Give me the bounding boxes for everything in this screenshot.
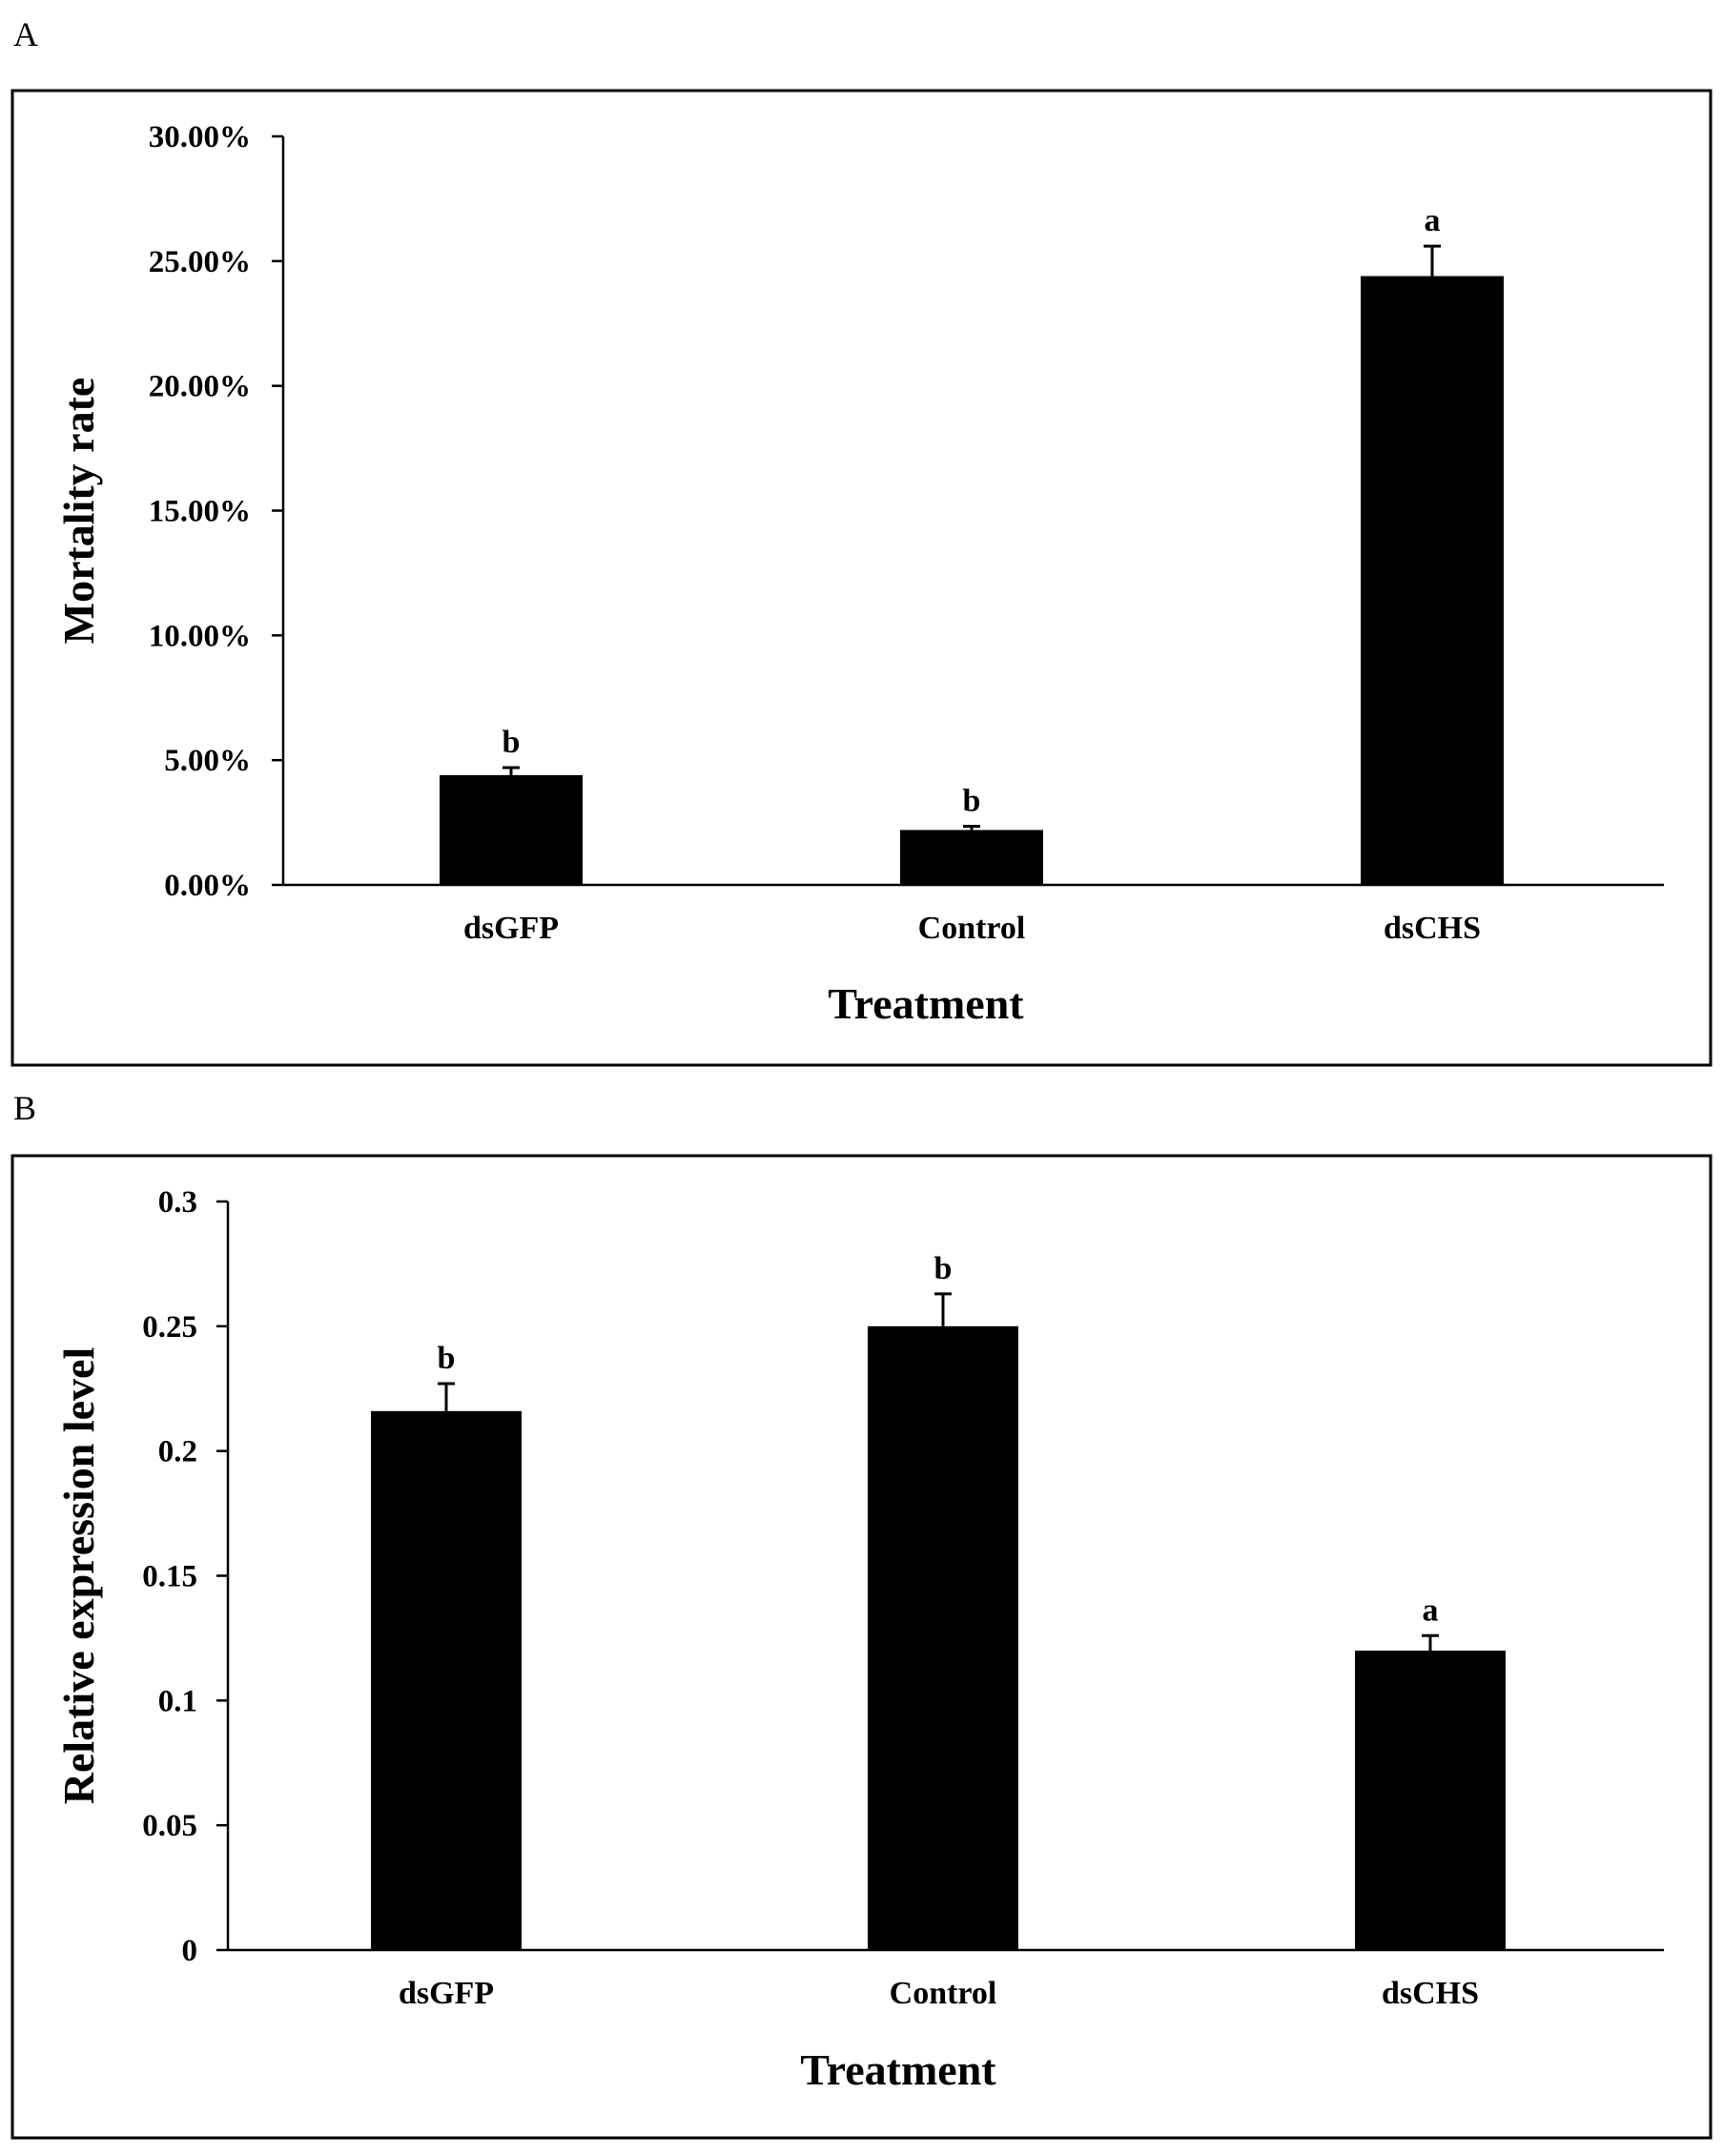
y-tick-label: 0.15 [142,1560,197,1594]
y-tick-label: 10.00% [149,619,251,653]
y-tick-label: 0.05 [142,1809,197,1843]
panel-a-frame [10,89,1713,1067]
x-category-label: Control [890,1976,997,2011]
significance-label: a [1425,203,1441,238]
y-tick-label: 0.25 [142,1310,197,1345]
bar [371,1410,522,1950]
chart-panel-a: 0.00% 5.00% 10.00% 15.00% 20.00% 25.00% 30.00%… [54,120,1664,1028]
significance-label: a [1423,1592,1439,1628]
significance-label: b [438,1341,456,1376]
x-category-label: dsGFP [399,1976,494,2011]
y-tick-label: 0.2 [158,1435,197,1469]
significance-label: b [503,725,521,760]
bar [1355,1651,1506,1950]
bar [900,830,1043,885]
x-category-label: dsCHS [1384,911,1481,946]
y-tick-label: 5.00% [164,744,251,778]
x-axis-title: Treatment [828,979,1024,1028]
panel-b-frame [10,1154,1713,2140]
bar [440,774,583,885]
x-category-label: dsCHS [1382,1976,1479,2011]
y-tick-label: 0.3 [158,1185,197,1220]
y-tick-label: 0.1 [158,1684,197,1718]
x-category-label: Control [918,911,1026,946]
panel-letter-a: A [13,15,38,53]
y-tick-label: 15.00% [149,495,251,529]
y-tick-label: 20.00% [149,370,251,404]
y-tick-label: 0 [182,1934,198,1968]
x-axis-title: Treatment [800,2045,996,2094]
significance-label: b [963,784,981,819]
y-tick-label: 25.00% [149,245,251,279]
y-tick-label: 0.00% [164,869,251,903]
significance-label: b [934,1251,953,1286]
x-category-label: dsGFP [463,911,559,946]
bar [1361,276,1504,885]
panel-letter-b: B [13,1089,36,1127]
chart-panel-b: 0 0.05 0.1 0.15 0.2 0.25 0.3 b dsGFP b Control a dsC… [54,1185,1664,2094]
y-axis-title: Relative expression level [54,1347,103,1805]
y-tick-label: 30.00% [149,120,251,154]
y-axis-title: Mortality rate [54,378,103,645]
bar [868,1325,1018,1950]
